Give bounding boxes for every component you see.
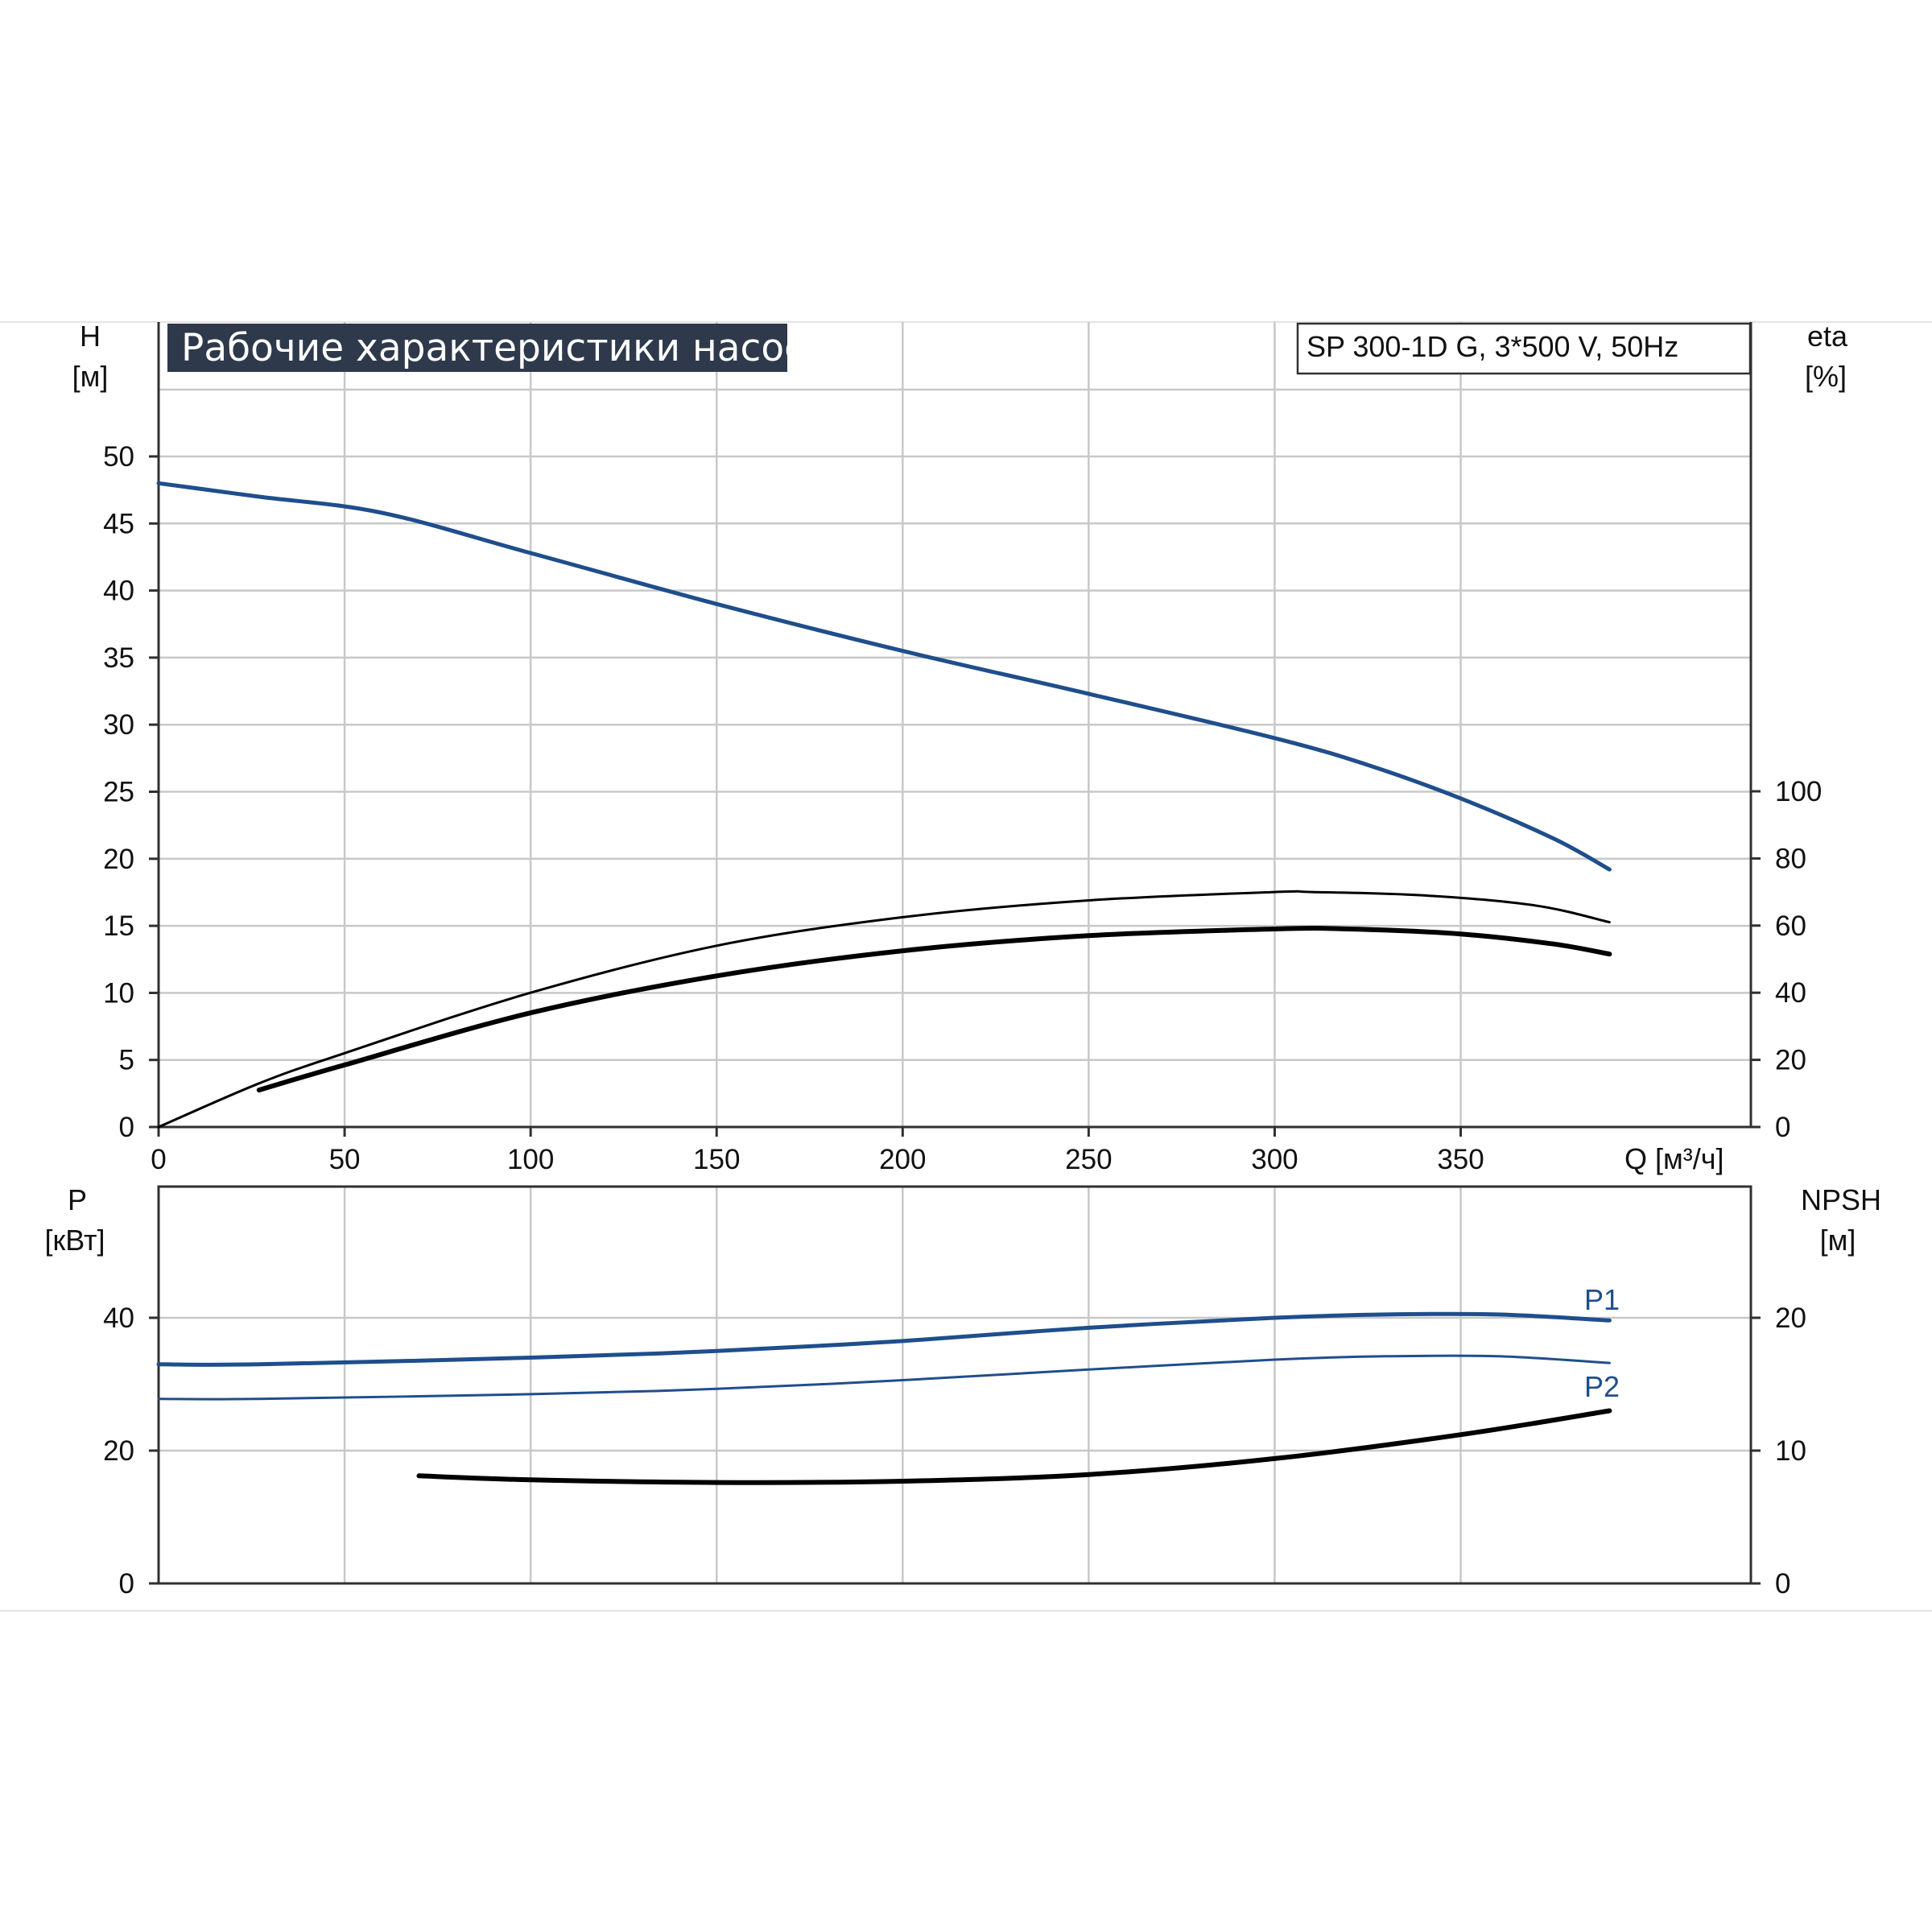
npsh-axis-unit: [м] — [1820, 1224, 1856, 1257]
y-tick-label: 30 — [103, 709, 134, 741]
x-tick-label: 350 — [1437, 1144, 1484, 1175]
p-tick-label: 0 — [119, 1568, 134, 1600]
model-box — [1296, 322, 1752, 375]
eta-pump-curve — [157, 890, 1611, 1129]
eta-axis-title: eta — [1807, 320, 1848, 353]
p2-curve — [157, 1354, 1611, 1401]
y-tick-label: 10 — [103, 977, 134, 1009]
x-tick-label: 200 — [879, 1144, 926, 1175]
npsh-tick-label: 10 — [1775, 1435, 1806, 1467]
x-tick-label: 250 — [1065, 1144, 1112, 1175]
eta-axis-unit: [%] — [1805, 360, 1847, 393]
eta-tick-label: 20 — [1775, 1045, 1806, 1076]
npsh-axis-title: NPSH — [1801, 1183, 1881, 1216]
h-axis-title: H — [80, 320, 101, 353]
y-tick-label: 50 — [103, 441, 134, 473]
x-tick-label: 100 — [507, 1144, 554, 1175]
y-tick-label: 35 — [103, 642, 134, 674]
y-tick-label: 20 — [103, 844, 134, 875]
y-tick-label: 25 — [103, 777, 134, 808]
lower-axes: 0 20 40 0 10 20 — [103, 1185, 1806, 1600]
lower-frame — [157, 1185, 1752, 1585]
model-label: SP 300-1D G, 3*500 V, 50Hz — [1307, 330, 1678, 363]
npsh-tick-label: 20 — [1775, 1302, 1806, 1334]
lower-curves — [156, 1311, 1612, 1485]
p-axis-unit: [кВт] — [44, 1224, 105, 1257]
p1-curve — [156, 1311, 1612, 1367]
y-tick-label: 5 — [119, 1045, 134, 1076]
y-tick-label: 45 — [103, 508, 134, 539]
npsh-curve — [416, 1408, 1612, 1485]
p-tick-label: 20 — [103, 1435, 134, 1467]
y-tick-label: 40 — [103, 576, 134, 607]
h-axis-unit: [м] — [72, 360, 109, 393]
eta-tick-label: 100 — [1775, 776, 1822, 807]
chart-title: Рабочие характеристики насоса — [181, 326, 828, 370]
y-tick-label: 15 — [103, 910, 134, 942]
npsh-tick-label: 0 — [1775, 1568, 1790, 1600]
eta-tick-label: 80 — [1775, 843, 1806, 874]
x-tick-label: 50 — [329, 1144, 361, 1175]
series-label-p1: P1 — [1584, 1283, 1620, 1316]
eta-tick-label: 60 — [1775, 910, 1806, 942]
x-tick-label: 300 — [1251, 1144, 1298, 1175]
upper-curves — [156, 481, 1612, 1129]
eta-tick-label: 40 — [1775, 977, 1806, 1009]
upper-grid — [159, 322, 1751, 1127]
p-axis-title: P — [68, 1183, 87, 1216]
q-axis-label: Q [м³/ч] — [1624, 1142, 1724, 1175]
y-tick-label: 0 — [119, 1112, 134, 1143]
series-label-p2: P2 — [1584, 1370, 1620, 1403]
x-tick-label: 150 — [693, 1144, 740, 1175]
p-tick-label: 40 — [103, 1302, 134, 1334]
lower-grid — [159, 1187, 1751, 1583]
eta-total-curve — [256, 926, 1612, 1093]
title-box — [167, 324, 787, 372]
x-tick-label: 0 — [151, 1144, 166, 1175]
head-curve — [156, 481, 1612, 872]
eta-tick-label: 0 — [1775, 1112, 1790, 1143]
